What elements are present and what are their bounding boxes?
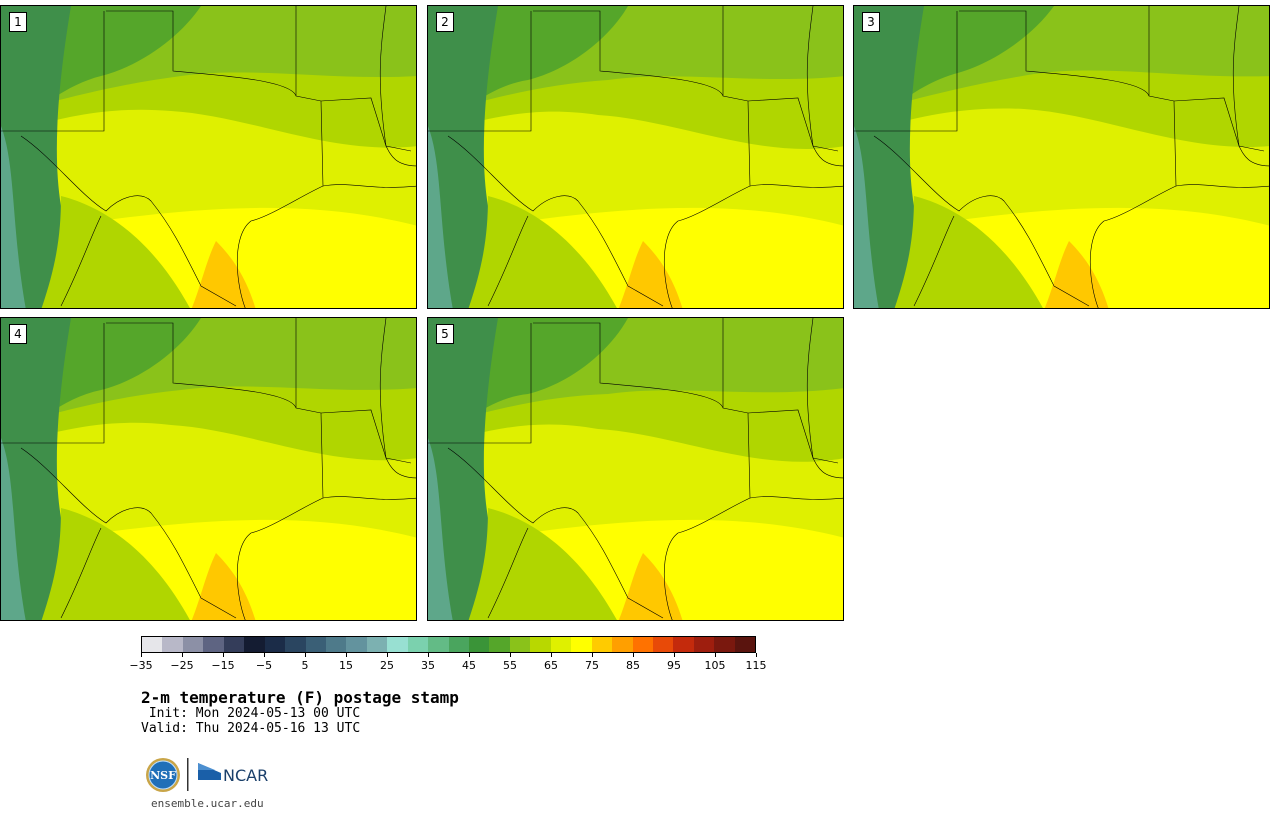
- stamp-panel-5: 5: [427, 317, 844, 621]
- colorbar-swatch: [693, 637, 715, 652]
- valid-time: Valid: Thu 2024-05-16 13 UTC: [141, 721, 361, 736]
- colorbar-tick: [182, 653, 183, 657]
- colorbar-tick: [141, 653, 142, 657]
- colorbar-swatch: [652, 637, 674, 652]
- colorbar-swatch: [632, 637, 653, 652]
- colorbar-tick-label: 115: [745, 659, 767, 672]
- colorbar-tick: [469, 653, 470, 657]
- colorbar-swatch: [612, 637, 633, 652]
- colorbar-swatch: [285, 637, 306, 652]
- colorbar-swatch: [182, 637, 204, 652]
- colorbar-tick-label: −25: [170, 659, 194, 672]
- logos: NSF NCAR: [145, 757, 275, 793]
- colorbar-swatch: [366, 637, 388, 652]
- colorbar-swatch: [448, 637, 469, 652]
- colorbar-tick-label: 75: [585, 659, 599, 672]
- colorbar-tick-label: 35: [421, 659, 435, 672]
- colorbar-tick-label: 45: [462, 659, 476, 672]
- colorbar-swatch: [223, 637, 245, 652]
- stamp-label: 4: [9, 324, 27, 344]
- colorbar-swatch: [673, 637, 694, 652]
- colorbar-swatch: [734, 637, 756, 652]
- colorbar-tick-label: 25: [380, 659, 394, 672]
- stamp-label: 5: [436, 324, 454, 344]
- colorbar-tick: [346, 653, 347, 657]
- stamp-panel-1: 1: [0, 5, 417, 309]
- colorbar-swatch: [264, 637, 286, 652]
- colorbar-tick-label: 95: [667, 659, 681, 672]
- colorbar-swatch: [489, 637, 510, 652]
- colorbar-swatch: [509, 637, 531, 652]
- colorbar-tick: [305, 653, 306, 657]
- colorbar-tick: [428, 653, 429, 657]
- colorbar-swatch: [428, 637, 449, 652]
- stamp-label: 2: [436, 12, 454, 32]
- colorbar-tick: [551, 653, 552, 657]
- colorbar-swatch: [387, 637, 408, 652]
- colorbar-swatch: [142, 637, 163, 652]
- colorbar-swatch: [244, 637, 265, 652]
- footer-url: ensemble.ucar.edu: [151, 797, 264, 810]
- stamp-label: 3: [862, 12, 880, 32]
- nsf-logo-icon: NSF: [146, 758, 180, 792]
- colorbar-swatch: [162, 637, 183, 652]
- colorbar-tick: [715, 653, 716, 657]
- colorbar-swatch: [571, 637, 592, 652]
- colorbar-tick: [510, 653, 511, 657]
- colorbar-tick: [756, 653, 757, 657]
- colorbar-swatch: [305, 637, 326, 652]
- temperature-map: [428, 6, 843, 308]
- colorbar-tick-label: 105: [704, 659, 726, 672]
- temperature-map: [1, 6, 416, 308]
- stamp-panel-2: 2: [427, 5, 844, 309]
- colorbar-tick-label: −5: [255, 659, 273, 672]
- colorbar-tick: [633, 653, 634, 657]
- colorbar-swatch: [203, 637, 224, 652]
- temperature-map: [854, 6, 1269, 308]
- stamp-panel-3: 3: [853, 5, 1270, 309]
- temperature-map: [1, 318, 416, 620]
- colorbar-swatch: [530, 637, 551, 652]
- chart-title: 2-m temperature (F) postage stamp: [141, 688, 459, 707]
- colorbar-tick-label: 15: [339, 659, 353, 672]
- colorbar-tick-label: 65: [544, 659, 558, 672]
- stamp-panel-4: 4: [0, 317, 417, 621]
- colorbar-tick-label: −15: [211, 659, 235, 672]
- colorbar-tick: [674, 653, 675, 657]
- ncar-logo-icon: NCAR: [198, 763, 268, 785]
- colorbar-tick: [223, 653, 224, 657]
- colorbar-tick: [592, 653, 593, 657]
- colorbar-tick-label: 55: [503, 659, 517, 672]
- init-time: Init: Mon 2024-05-13 00 UTC: [141, 706, 361, 721]
- colorbar-swatch: [714, 637, 735, 652]
- colorbar-tick-label: 5: [301, 659, 309, 672]
- colorbar-swatch: [591, 637, 613, 652]
- colorbar-tick-label: −35: [129, 659, 153, 672]
- colorbar-ticks: −35 −25 −15 −5 5 15 25 35 45 55 65 75 85 95 105 115: [129, 653, 767, 675]
- nsf-logo-text: NSF: [150, 769, 176, 782]
- colorbar-swatch: [469, 637, 490, 652]
- ncar-logo-text: NCAR: [223, 766, 268, 785]
- colorbar-tick-label: 85: [626, 659, 640, 672]
- temperature-map: [428, 318, 843, 620]
- colorbar-swatch: [550, 637, 572, 652]
- colorbar-swatch: [325, 637, 347, 652]
- temperature-colorbar: [141, 636, 756, 653]
- colorbar-swatch: [346, 637, 367, 652]
- stamp-label: 1: [9, 12, 27, 32]
- colorbar-swatch: [407, 637, 429, 652]
- colorbar-tick: [387, 653, 388, 657]
- colorbar-tick: [264, 653, 265, 657]
